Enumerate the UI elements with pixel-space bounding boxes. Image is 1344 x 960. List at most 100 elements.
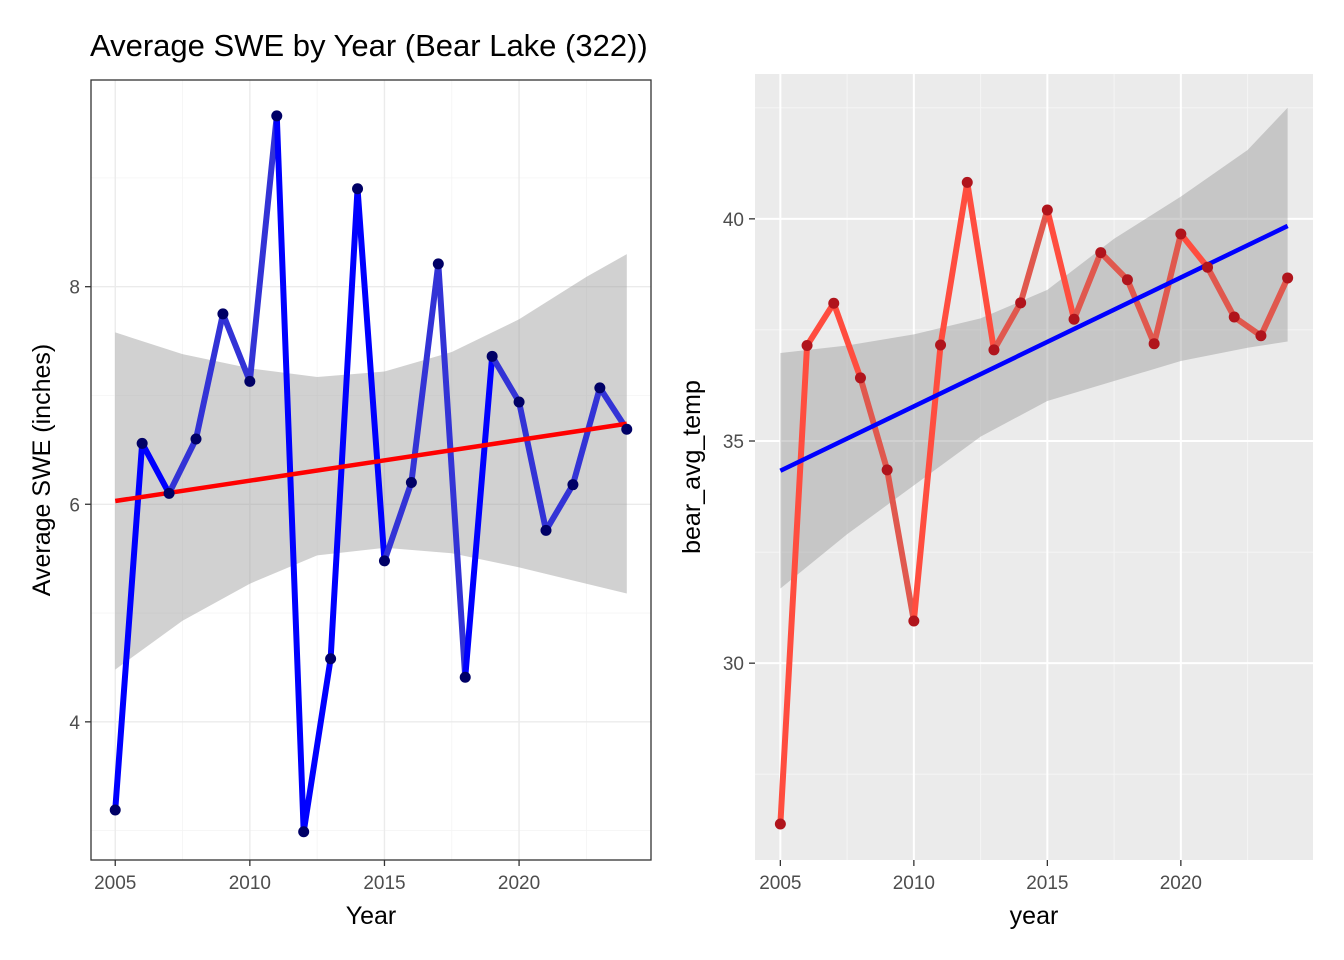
data-point	[298, 826, 310, 838]
panel-background	[91, 80, 651, 860]
series-line-segment	[964, 179, 997, 353]
series-line-segment	[1177, 230, 1211, 271]
series-line-segment	[1204, 264, 1238, 321]
y-axis-title: bear_avg_temp	[678, 380, 706, 554]
series-line-segment	[1124, 276, 1158, 347]
x-tick-label: 2005	[94, 873, 136, 894]
series-line-segment	[777, 342, 811, 828]
series-line-segment	[1071, 249, 1104, 323]
data-point	[432, 258, 444, 270]
y-tick-label: 6	[69, 495, 80, 516]
series-line-segment	[1044, 206, 1078, 323]
x-tick-label: 2010	[893, 873, 935, 894]
figure-title: Average SWE by Year (Bear Lake (322))	[90, 28, 648, 63]
x-tick-label: 2015	[1026, 873, 1068, 894]
series-line-segment	[219, 310, 253, 385]
data-point	[378, 555, 390, 567]
series-line-segment	[166, 435, 199, 497]
trend-line	[114, 421, 628, 504]
data-point	[801, 339, 813, 351]
series-line-segment	[1257, 274, 1291, 339]
y-tick-label: 40	[723, 210, 744, 231]
data-point	[217, 308, 229, 320]
data-point	[1095, 247, 1107, 259]
data-point	[163, 487, 175, 499]
data-point	[881, 464, 893, 476]
data-point	[513, 396, 525, 408]
x-tick-label: 2005	[759, 873, 801, 894]
series-line-segment	[543, 481, 576, 534]
series-line-segment	[1017, 206, 1051, 306]
x-tick-label: 2020	[498, 873, 540, 894]
series-line-segment	[435, 260, 469, 681]
data-point	[109, 804, 121, 816]
data-point	[1015, 297, 1027, 309]
data-point	[854, 372, 866, 384]
series-line-segment	[300, 655, 334, 835]
data-point	[621, 423, 633, 435]
y-tick-label: 4	[69, 713, 80, 734]
data-point	[459, 671, 471, 683]
series-line-segment	[462, 353, 496, 681]
data-point	[271, 110, 283, 122]
series-line-segment	[516, 399, 549, 534]
panel-background	[755, 74, 1313, 860]
series-line-segment	[804, 300, 837, 349]
data-point	[908, 615, 920, 627]
data-point	[961, 176, 973, 188]
series-line-segment	[1097, 249, 1131, 283]
data-point	[325, 653, 337, 665]
x-axis-title: Year	[346, 902, 397, 930]
series-line-segment	[489, 353, 523, 406]
data-point	[567, 479, 579, 491]
series-line-segment	[139, 440, 173, 497]
series-line-segment	[193, 310, 226, 442]
data-point	[244, 375, 256, 387]
series-line-segment	[1151, 230, 1184, 347]
data-point	[136, 437, 148, 449]
series-line-segment	[112, 440, 146, 813]
series-line-segment	[990, 299, 1024, 353]
data-point	[1121, 274, 1133, 286]
y-tick-label: 35	[723, 432, 744, 453]
data-point	[1282, 272, 1294, 284]
x-tick-label: 2015	[363, 873, 405, 894]
x-tick-label: 2020	[1160, 873, 1202, 894]
temperature-chart: 2005 2010 2015 2020 30 35 40 year bear_avg_temp	[678, 74, 1313, 930]
series-line-segment	[246, 112, 280, 385]
data-point	[190, 433, 202, 445]
data-point	[1068, 313, 1080, 325]
y-tick-label: 8	[69, 278, 80, 299]
series-line-segment	[327, 185, 361, 662]
x-axis-title: year	[1010, 902, 1059, 930]
data-point	[1148, 338, 1160, 350]
data-point	[988, 344, 1000, 356]
data-point	[1175, 228, 1187, 240]
series-line-segment	[910, 342, 944, 624]
data-point	[352, 183, 364, 195]
series-line-segment	[937, 179, 971, 349]
series-line-segment	[830, 300, 864, 381]
series-line-segment	[569, 384, 603, 488]
data-point	[540, 524, 552, 536]
data-point	[935, 339, 947, 351]
series-line-segment	[354, 185, 388, 564]
y-tick-label: 30	[723, 654, 744, 675]
data-point	[1228, 311, 1240, 323]
series-line-segment	[884, 466, 917, 624]
data-point	[405, 477, 417, 489]
data-point	[1041, 204, 1053, 216]
data-point	[594, 382, 606, 394]
panel-border	[90, 79, 652, 861]
series-line-segment	[381, 479, 415, 564]
data-point	[486, 350, 498, 362]
data-point	[828, 297, 840, 309]
swe-chart: 2005 2010 2015 2020 4 6 8 Year Average SWE (inch…	[28, 79, 652, 930]
data-point	[1255, 330, 1267, 342]
data-point	[774, 818, 786, 830]
x-tick-label: 2010	[229, 873, 271, 894]
series-line-segment	[408, 260, 442, 486]
y-axis-title: Average SWE (inches)	[28, 344, 56, 596]
data-point	[1202, 261, 1214, 273]
